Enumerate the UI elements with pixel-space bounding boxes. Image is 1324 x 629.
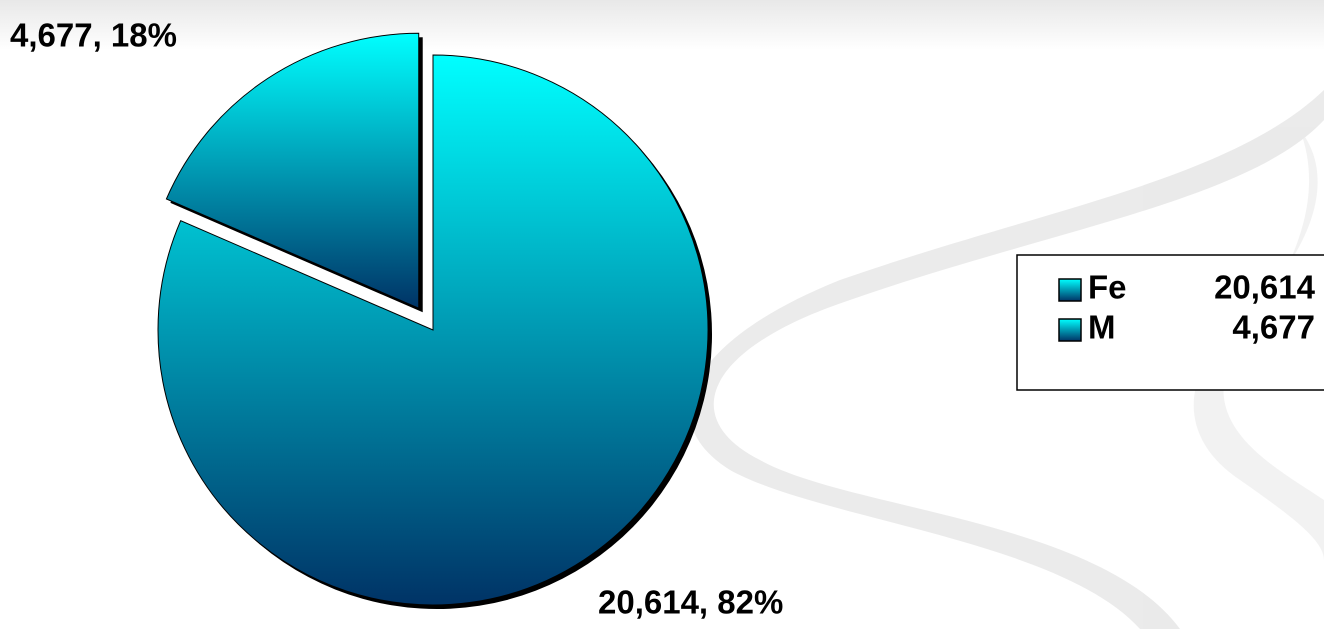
- legend-swatch: [1058, 278, 1082, 302]
- data-label: 20,614, 82%: [598, 584, 783, 621]
- legend-swatch: [1058, 318, 1082, 342]
- legend-value: 4,677: [1232, 309, 1315, 346]
- legend-label: M: [1088, 309, 1116, 346]
- slice: [165, 32, 420, 310]
- legend-value: 20,614: [1214, 269, 1316, 306]
- data-label: 4,677, 18%: [10, 17, 177, 54]
- background-swirl: [689, 90, 1324, 629]
- slice: [157, 54, 709, 606]
- data-labels: 20,614, 82% 4,677, 18%: [10, 17, 783, 621]
- legend-label: Fe: [1088, 269, 1127, 306]
- pie: [157, 32, 713, 609]
- legend: Fe 20,614 M 4,677: [1016, 254, 1324, 391]
